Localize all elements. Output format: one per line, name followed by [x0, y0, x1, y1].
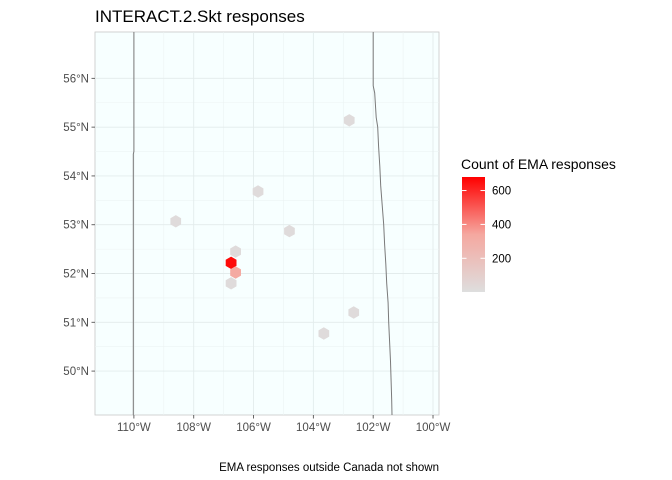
- hexbin-4: [225, 277, 237, 290]
- hexbin-3: [230, 245, 241, 258]
- y-tick-label-2: 52°N: [63, 269, 89, 281]
- y-tick-label-5: 55°N: [63, 122, 89, 134]
- hexbin-7: [343, 114, 355, 127]
- hexbin-2: [230, 266, 241, 279]
- x-tick-label-2: 106°W: [236, 422, 271, 434]
- legend-label-1: 400: [492, 219, 511, 231]
- y-axis: 50°N 51°N 52°N 53°N 54°N 55°N 56°N: [63, 73, 95, 378]
- province-boundaries: [132, 32, 393, 415]
- map-panel-background: [94, 31, 440, 416]
- legend-label-2: 600: [492, 186, 511, 198]
- hexbin-layer: [170, 114, 360, 340]
- map-title: INTERACT.2.Skt responses: [95, 7, 305, 26]
- y-tick-label-0: 50°N: [63, 366, 89, 378]
- color-legend: Count of EMA responses 200 400 600: [461, 156, 616, 292]
- hexbin-8: [318, 327, 330, 340]
- legend-ticks: 200 400 600: [462, 186, 511, 265]
- legend-label-0: 200: [492, 253, 511, 265]
- x-axis: 110°W 108°W 106°W 104°W 102°W 100°W: [117, 415, 450, 434]
- hexbin-0: [170, 215, 182, 228]
- y-tick-label-1: 51°N: [63, 317, 89, 329]
- x-tick-label-5: 100°W: [416, 422, 451, 434]
- hexbin-5: [252, 185, 264, 198]
- x-tick-label-1: 108°W: [176, 422, 211, 434]
- x-tick-label-4: 102°W: [356, 422, 391, 434]
- x-tick-label-3: 104°W: [296, 422, 331, 434]
- legend-title: Count of EMA responses: [461, 156, 616, 172]
- map-caption: EMA responses outside Canada not shown: [219, 462, 439, 474]
- y-tick-label-6: 56°N: [63, 73, 89, 85]
- hexbin-6: [284, 224, 295, 238]
- y-tick-label-4: 54°N: [63, 171, 89, 183]
- legend-color-bar: [462, 177, 485, 292]
- y-tick-label-3: 53°N: [63, 220, 89, 232]
- x-tick-label-0: 110°W: [117, 422, 151, 434]
- boundary-line-0: [132, 32, 135, 415]
- hexbin-9: [348, 306, 360, 319]
- boundary-line-1: [372, 32, 393, 415]
- hexbin-1: [225, 256, 237, 269]
